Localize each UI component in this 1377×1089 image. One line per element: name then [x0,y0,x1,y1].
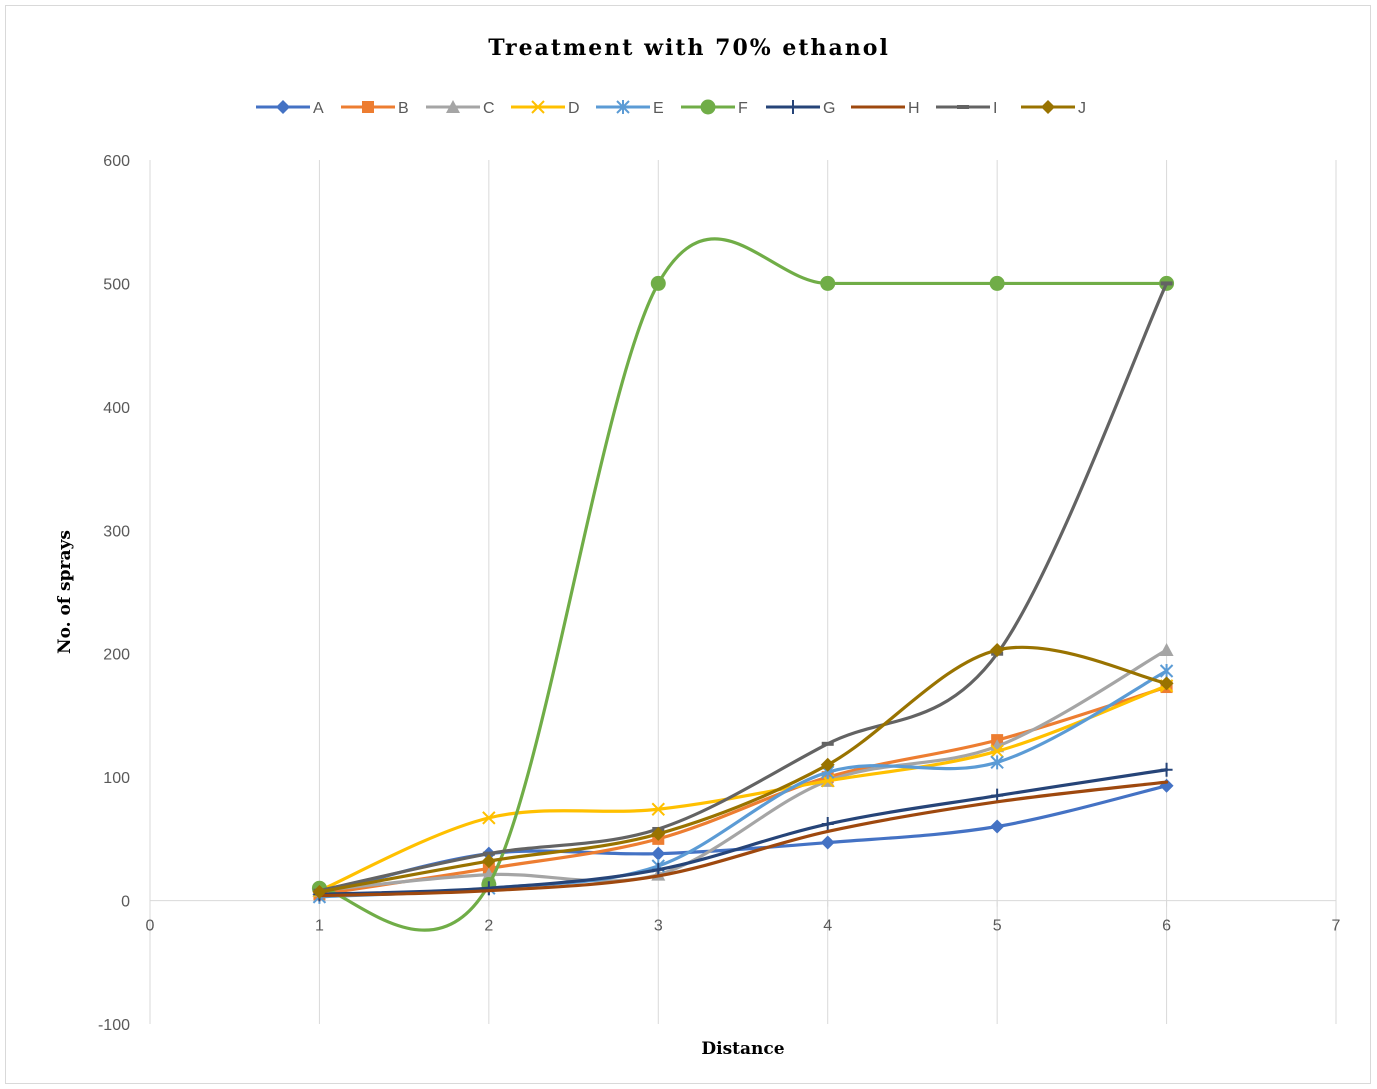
legend-label-I: I [993,100,997,117]
data-point-J-4 [820,757,835,772]
data-point-A-3 [651,846,666,861]
data-point-C-6 [1159,643,1174,657]
chart-frame: Treatment with 70% ethanol A B C D E F G H I J 0 1… [5,5,1371,1084]
line-chart: Treatment with 70% ethanol A B C D E F G H I J 0 1… [55,35,1341,1059]
legend-marker-G [787,100,799,114]
x-tick-label: 6 [1162,918,1171,935]
legend-marker-J [1041,100,1055,114]
series-line-C [317,648,1169,893]
data-point-J-1 [312,884,327,899]
legend-label-B: B [398,100,409,117]
series-group [311,237,1175,932]
legend-label-C: C [483,100,495,117]
series-line-D [317,684,1169,893]
data-point-J-6 [1159,676,1174,691]
y-tick-label: 200 [103,647,130,664]
y-tick-label: 0 [121,894,130,911]
legend-item-A: A [256,100,324,117]
data-point-J-5 [990,643,1005,658]
data-point-A-4 [820,835,835,850]
legend-label-G: G [823,100,835,117]
y-tick-label: -100 [98,1017,130,1034]
data-point-E-5 [990,755,1004,770]
axes: 0 1 2 3 4 5 6 7 -100 0 100 200 300 400 500 600 [98,153,1341,1034]
y-tick-label: 500 [103,276,130,293]
chart-title: Treatment with 70% ethanol [488,35,890,61]
y-tick-label: 600 [103,153,130,170]
series-J [312,643,1174,899]
data-point-I-4 [821,741,834,746]
x-tick-label: 0 [146,918,155,935]
data-point-I-2 [482,851,495,856]
legend-item-C: C [426,100,495,117]
legend-marker-B [362,101,374,113]
legend-marker-I [957,105,969,109]
legend-label-D: D [568,100,580,117]
gridlines [318,160,1337,1024]
series-line-G [317,768,1169,896]
legend: A B C D E F G H I J [256,99,1086,117]
data-point-D-2 [482,811,496,825]
data-point-G-2 [482,881,495,896]
series-line-H [317,780,1169,898]
legend-marker-A [276,100,290,114]
series-I [313,281,1173,893]
y-axis-title: No. of sprays [55,530,75,654]
legend-marker-D [531,100,545,114]
legend-label-F: F [738,100,748,117]
data-point-I-6 [1160,281,1173,286]
data-point-E-6 [1159,663,1174,678]
legend-label-E: E [653,100,664,117]
series-H [317,780,1169,898]
series-line-B [317,685,1169,896]
y-tick-label: 300 [103,523,130,540]
data-point-D-5 [990,744,1004,758]
data-point-G-6 [1160,762,1173,777]
x-tick-label: 7 [1332,918,1341,935]
legend-item-B: B [341,100,409,117]
series-line-I [317,281,1169,893]
x-tick-label: 2 [484,918,493,935]
data-point-J-3 [651,826,666,841]
legend-item-D: D [511,100,580,117]
x-axis-title: Distance [701,1039,784,1059]
series-F [311,237,1175,932]
data-point-F-5 [989,275,1005,291]
legend-marker-E [616,100,630,114]
legend-label-J: J [1078,100,1086,117]
x-tick-label: 4 [823,918,832,935]
data-point-A-5 [990,819,1005,834]
data-point-J-2 [481,854,496,869]
legend-marker-C [446,100,460,113]
x-tick-label: 1 [315,918,324,935]
y-tick-label: 100 [103,770,130,787]
series-line-F [317,237,1169,932]
legend-item-F: F [681,99,748,117]
legend-label-A: A [313,100,324,117]
y-tick-label: 400 [103,400,130,417]
series-C [312,643,1174,897]
legend-item-J: J [1021,100,1086,117]
x-tick-label: 5 [993,918,1002,935]
legend-marker-F [700,99,716,115]
legend-item-E: E [596,100,664,117]
data-point-F-3 [650,275,666,291]
legend-item-H: H [851,100,920,117]
legend-item-G: G [766,100,835,117]
data-point-D-3 [651,802,665,816]
data-point-F-4 [820,275,836,291]
legend-label-H: H [908,100,920,117]
legend-item-I: I [936,100,997,117]
series-line-J [317,645,1169,894]
data-point-G-4 [821,817,834,832]
x-tick-label: 3 [654,918,663,935]
